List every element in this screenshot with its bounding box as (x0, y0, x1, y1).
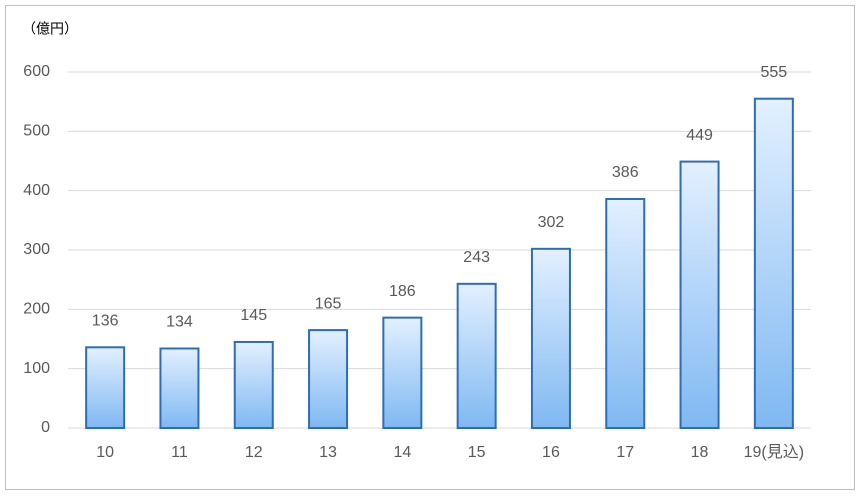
value-label: 449 (686, 127, 713, 144)
x-tick-label: 10 (96, 444, 114, 461)
y-tick-label: 600 (23, 63, 50, 80)
value-label: 386 (612, 164, 639, 181)
value-label: 186 (389, 283, 416, 300)
bar (85, 346, 126, 430)
x-tick-label: 11 (171, 444, 188, 461)
x-tick-label: 12 (245, 444, 263, 461)
bar (308, 329, 349, 430)
chart-frame (5, 5, 855, 490)
x-tick-label: 14 (393, 444, 411, 461)
bar (605, 197, 646, 429)
y-tick-label: 200 (23, 301, 50, 318)
x-tick-label: 18 (691, 444, 709, 461)
value-label: 134 (166, 314, 193, 331)
value-label: 302 (538, 214, 565, 231)
y-unit-label: （億円） (22, 21, 78, 37)
x-tick-label: 17 (616, 444, 634, 461)
y-tick-label: 500 (23, 123, 50, 140)
bar (159, 347, 200, 430)
bar (679, 160, 720, 430)
value-label: 165 (315, 295, 342, 312)
y-tick-label: 0 (41, 419, 50, 436)
bar (530, 247, 571, 429)
y-tick-label: 300 (23, 241, 50, 258)
value-label: 243 (463, 249, 490, 266)
x-tick-label: 16 (542, 444, 560, 461)
y-tick-label: 100 (23, 360, 50, 377)
bar (456, 282, 497, 429)
y-tick-label: 400 (23, 182, 50, 199)
bar (233, 340, 274, 430)
value-label: 136 (92, 313, 119, 330)
value-label: 555 (760, 64, 787, 81)
bar (382, 316, 423, 430)
x-tick-label: 15 (468, 444, 486, 461)
x-tick-label: 19(見込) (744, 443, 804, 461)
value-label: 145 (240, 307, 267, 324)
x-tick-label: 13 (319, 444, 337, 461)
bar (753, 97, 794, 429)
